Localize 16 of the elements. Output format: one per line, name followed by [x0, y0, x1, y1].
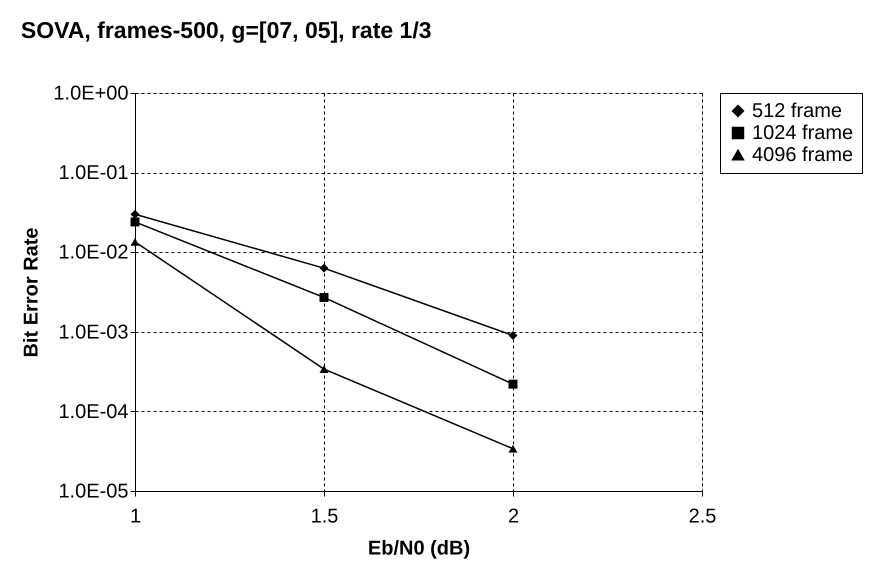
x-tick-label: 2.5	[688, 506, 716, 528]
chart-title: SOVA, frames-500, g=[07, 05], rate 1/3	[20, 17, 432, 43]
y-tick-label: 1.0E-03	[58, 321, 128, 344]
y-tick-label: 1.0E-02	[58, 242, 128, 264]
y-tick-label: 1.0E-04	[58, 400, 128, 423]
y-tick-label: 1.0E-01	[58, 162, 128, 184]
x-tick-label: 2	[508, 506, 520, 528]
x-axis-title: Eb/N0 (dB)	[368, 538, 470, 560]
legend-label: 512 frame	[752, 100, 842, 122]
legend-label: 1024 frame	[752, 122, 854, 144]
y-axis-title: Bit Error Rate	[20, 227, 42, 358]
x-tick-label: 1.5	[310, 506, 338, 528]
legend-label: 4096 frame	[752, 144, 854, 166]
y-tick-label: 1.0E-05	[58, 480, 128, 502]
y-tick-label: 1.0E+00	[53, 82, 128, 104]
x-tick-label: 1	[130, 506, 142, 528]
